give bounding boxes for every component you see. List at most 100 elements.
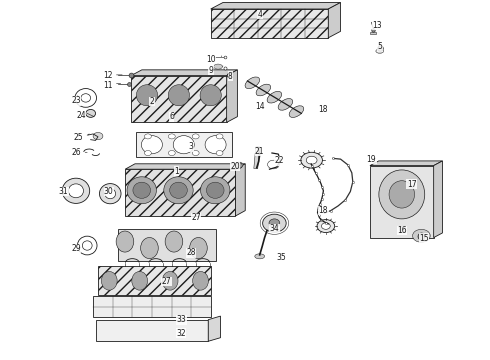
Polygon shape (235, 164, 245, 216)
Text: 22: 22 (274, 156, 284, 165)
Circle shape (268, 160, 279, 169)
Ellipse shape (141, 238, 158, 258)
Ellipse shape (193, 271, 208, 290)
Text: 35: 35 (277, 253, 287, 262)
Polygon shape (211, 9, 328, 38)
Text: 32: 32 (176, 328, 186, 338)
Text: 14: 14 (255, 102, 265, 111)
Polygon shape (370, 32, 376, 34)
Text: 28: 28 (186, 248, 196, 257)
Ellipse shape (245, 77, 260, 89)
Ellipse shape (165, 231, 183, 252)
Circle shape (216, 150, 223, 156)
Circle shape (169, 150, 175, 156)
Text: 30: 30 (104, 187, 114, 196)
Text: 1: 1 (174, 166, 179, 175)
Ellipse shape (75, 89, 97, 107)
Text: 10: 10 (206, 55, 216, 64)
Circle shape (145, 150, 151, 156)
Text: 9: 9 (208, 66, 213, 75)
Circle shape (192, 134, 199, 139)
Polygon shape (208, 316, 220, 341)
Text: 24: 24 (76, 111, 86, 120)
Polygon shape (226, 70, 238, 122)
Polygon shape (370, 166, 434, 238)
Ellipse shape (256, 84, 270, 96)
Text: 18: 18 (318, 105, 328, 114)
Polygon shape (211, 3, 341, 9)
Text: 16: 16 (397, 226, 407, 235)
Ellipse shape (168, 85, 190, 106)
Ellipse shape (190, 238, 207, 258)
Text: 3: 3 (189, 143, 194, 152)
Polygon shape (434, 161, 442, 238)
Polygon shape (125, 164, 245, 169)
Circle shape (145, 134, 151, 139)
Ellipse shape (379, 170, 425, 219)
Ellipse shape (214, 64, 222, 69)
Ellipse shape (116, 231, 134, 252)
Text: 6: 6 (169, 112, 174, 121)
Text: 33: 33 (176, 315, 186, 324)
Ellipse shape (200, 85, 221, 106)
Text: 25: 25 (74, 133, 83, 142)
Ellipse shape (389, 181, 415, 208)
Circle shape (413, 229, 430, 242)
Ellipse shape (269, 219, 280, 228)
Text: 19: 19 (367, 154, 376, 163)
Text: 11: 11 (103, 81, 113, 90)
Ellipse shape (289, 106, 304, 117)
Ellipse shape (127, 177, 156, 204)
Ellipse shape (133, 182, 150, 198)
Polygon shape (131, 70, 238, 76)
Text: 2: 2 (149, 97, 154, 106)
Ellipse shape (99, 184, 121, 204)
Circle shape (93, 132, 103, 140)
Ellipse shape (278, 99, 293, 110)
Polygon shape (96, 320, 208, 341)
Polygon shape (125, 169, 235, 216)
Ellipse shape (81, 94, 91, 102)
Text: 23: 23 (71, 96, 81, 105)
Ellipse shape (77, 236, 97, 255)
Text: 18: 18 (318, 206, 328, 215)
Polygon shape (118, 229, 216, 261)
Ellipse shape (132, 271, 147, 290)
Ellipse shape (267, 91, 282, 103)
Ellipse shape (376, 49, 384, 53)
Polygon shape (131, 76, 226, 122)
Ellipse shape (136, 85, 158, 106)
Ellipse shape (69, 184, 83, 198)
Text: 17: 17 (407, 180, 416, 189)
Ellipse shape (200, 177, 230, 204)
Polygon shape (98, 266, 211, 295)
Ellipse shape (101, 271, 117, 290)
Text: 13: 13 (372, 21, 382, 30)
Text: 12: 12 (103, 71, 113, 80)
Ellipse shape (86, 109, 96, 117)
Text: 15: 15 (419, 234, 429, 243)
Text: 31: 31 (59, 187, 69, 196)
Ellipse shape (62, 178, 90, 203)
Text: 5: 5 (377, 42, 382, 51)
Text: 34: 34 (270, 224, 279, 233)
Circle shape (301, 152, 322, 168)
Polygon shape (370, 161, 442, 166)
Ellipse shape (164, 177, 193, 204)
Circle shape (317, 220, 335, 233)
Text: 26: 26 (71, 148, 81, 157)
Circle shape (216, 134, 223, 139)
Circle shape (169, 134, 175, 139)
Ellipse shape (162, 271, 178, 290)
Circle shape (321, 223, 330, 229)
Ellipse shape (255, 254, 265, 259)
Circle shape (235, 162, 243, 168)
Ellipse shape (105, 189, 116, 199)
Ellipse shape (170, 182, 187, 198)
Text: 4: 4 (257, 10, 262, 19)
Text: 27: 27 (162, 277, 172, 286)
Text: 29: 29 (71, 244, 81, 253)
Ellipse shape (142, 136, 162, 154)
Text: 8: 8 (228, 72, 233, 81)
Ellipse shape (205, 136, 226, 154)
